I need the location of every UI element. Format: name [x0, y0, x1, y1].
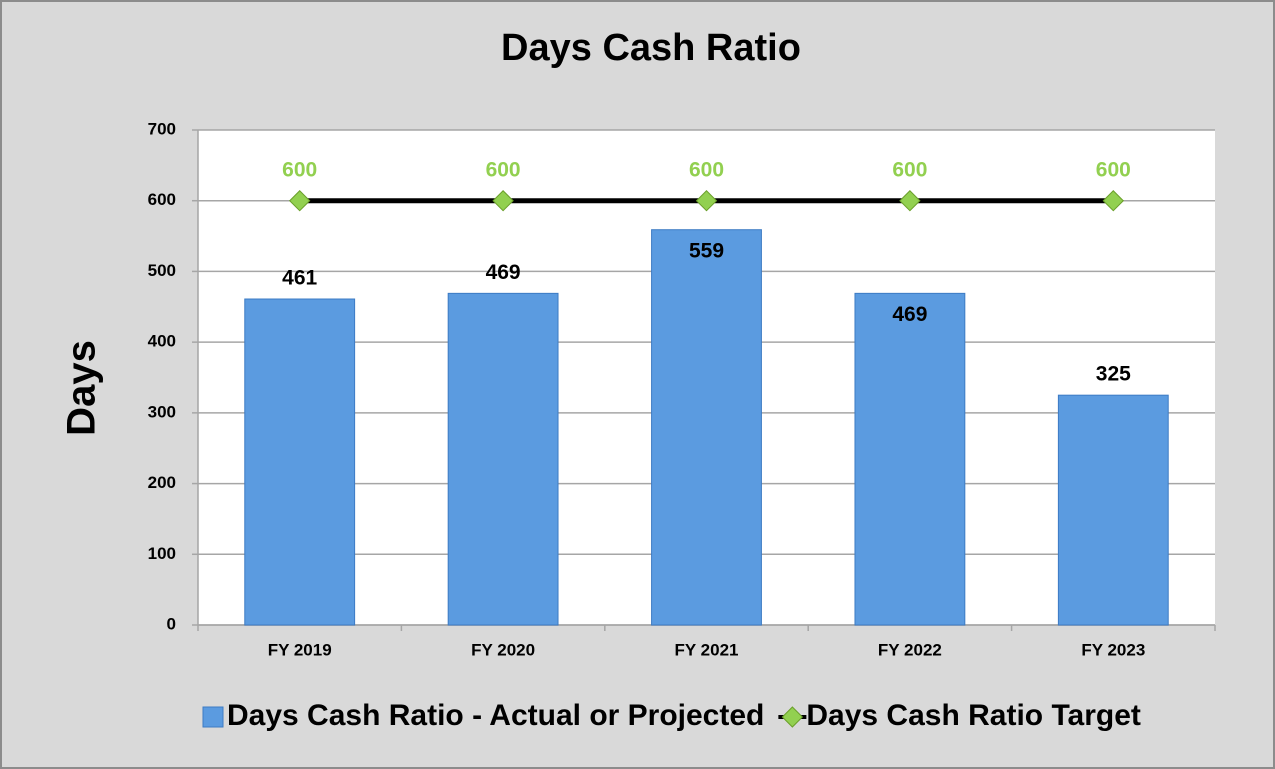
data-label: 600 [486, 158, 521, 181]
y-tick-label: 0 [167, 614, 176, 633]
data-label: 461 [282, 267, 317, 290]
bar [854, 292, 966, 626]
data-label: 600 [282, 158, 317, 181]
y-tick-label: 700 [148, 119, 176, 138]
chart-title: Days Cash Ratio [501, 27, 801, 69]
y-tick-label: 100 [148, 544, 176, 563]
data-label: 559 [689, 239, 724, 262]
x-tick-label: FY 2019 [268, 640, 332, 659]
y-tick-label: 400 [148, 332, 176, 351]
data-label: 600 [1096, 158, 1131, 181]
bar [244, 298, 356, 626]
bar [1057, 394, 1169, 626]
y-tick-label: 600 [148, 190, 176, 209]
legend-swatch [202, 706, 224, 728]
legend-swatch-marker [781, 706, 804, 728]
y-tick-label: 500 [148, 261, 176, 280]
target-marker [899, 190, 921, 212]
legend-label: Days Cash Ratio - Actual or Projected [227, 699, 764, 732]
bar [447, 292, 559, 626]
y-tick-label: 200 [148, 473, 176, 492]
bar [651, 229, 762, 626]
legend: Days Cash Ratio - Actual or Projected Day… [202, 699, 1141, 732]
x-tick-label: FY 2023 [1081, 640, 1145, 659]
x-tick-label: FY 2021 [675, 640, 739, 659]
target-marker [492, 190, 514, 212]
target-marker [1102, 190, 1125, 212]
y-tick-label: 300 [148, 402, 176, 421]
data-label: 600 [689, 158, 724, 181]
x-tick-label: FY 2020 [471, 640, 535, 659]
target-marker [288, 190, 311, 212]
data-label: 469 [892, 303, 927, 326]
x-tick-label: FY 2022 [878, 640, 942, 659]
legend-label: Days Cash Ratio Target [806, 699, 1141, 732]
y-axis-label: Days [60, 340, 104, 436]
data-label: 325 [1096, 363, 1131, 386]
data-label: 600 [892, 158, 927, 181]
target-marker [695, 190, 718, 212]
data-label: 469 [486, 261, 521, 284]
